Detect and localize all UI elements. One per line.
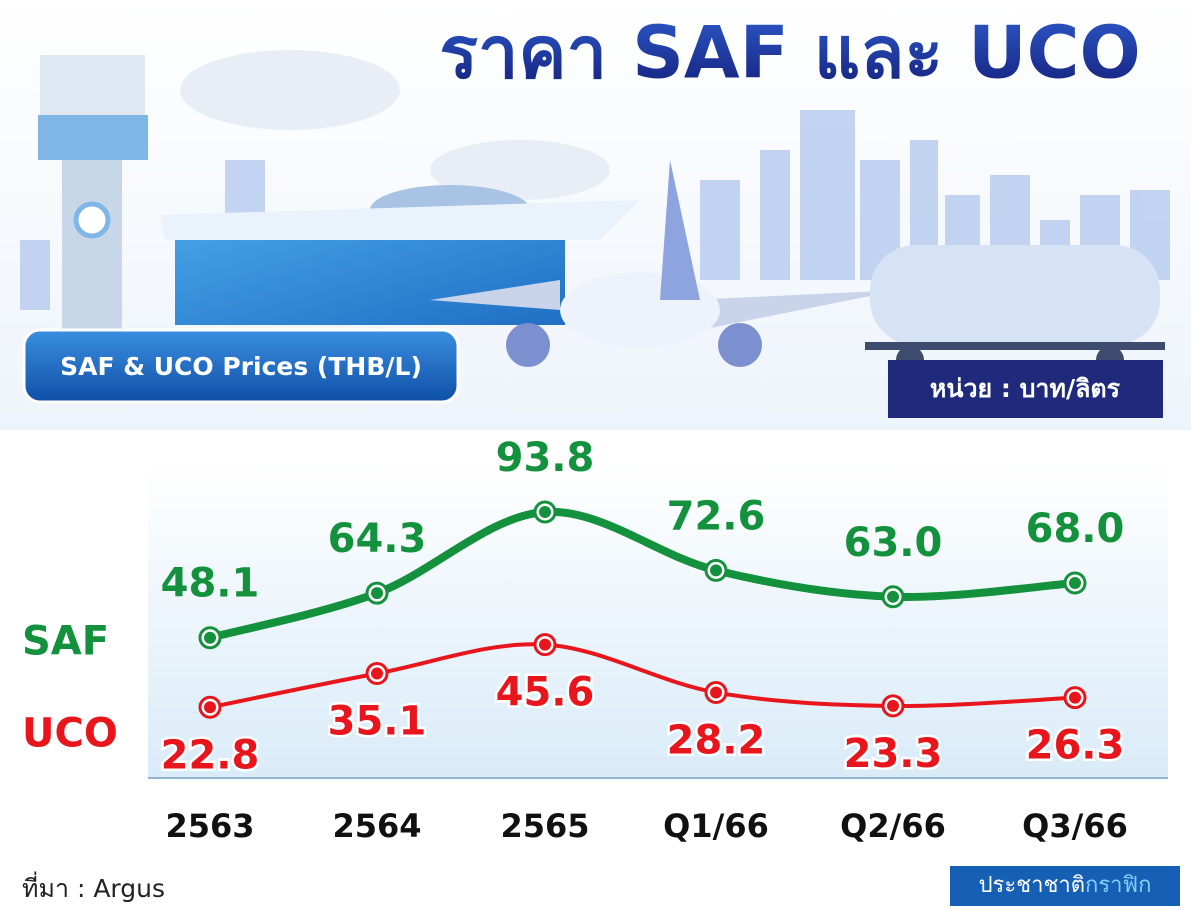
x-tick-label: Q2/66 (840, 807, 946, 845)
data-point-core (1069, 577, 1081, 589)
series-line (209, 642, 1076, 710)
data-label: 64.3 (328, 516, 427, 562)
credit: ประชาชาติกราฟิก (979, 873, 1152, 898)
x-tick-label: Q3/66 (1022, 807, 1128, 845)
data-label: 68.0 (1026, 506, 1125, 552)
chart-title: ราคา SAF และ UCO (439, 11, 1140, 95)
data-label: 22.8 (161, 732, 260, 778)
data-label: 35.1 (328, 698, 427, 744)
data-point-core (887, 699, 899, 712)
series-line (208, 507, 1076, 642)
data-point-core (1069, 691, 1081, 704)
x-tick-label: 2565 (500, 807, 589, 845)
x-tick-label: Q1/66 (663, 807, 769, 845)
data-label: 45.6 (496, 670, 595, 716)
source: ที่มา : Argus (22, 871, 165, 903)
data-point-core (887, 590, 899, 603)
credit-box (950, 866, 1180, 906)
data-label: 26.3 (1026, 723, 1125, 769)
x-tick-label: 2564 (332, 807, 421, 845)
data-label: 72.6 (667, 493, 766, 539)
data-label: 93.8 (496, 435, 595, 481)
plot: 2563 2564 2565 Q1/66 Q2/66 Q3/66 SAF 48.1 64.3 93… (22, 435, 1128, 845)
plot-area (148, 465, 1168, 778)
subtitle-box (22, 328, 460, 404)
data-point-core (371, 587, 383, 600)
data-point-core (710, 564, 722, 577)
unit-box (888, 360, 1163, 418)
data-point-core (539, 638, 551, 651)
unit-note: หน่วย : บาท/ลิตร (930, 374, 1121, 403)
data-point-core (539, 506, 551, 519)
data-point-core (710, 686, 722, 699)
subtitle: SAF & UCO Prices (THB/L) (60, 352, 422, 381)
series-label: SAF (22, 619, 109, 665)
credit-part: ประชาชาติ (979, 873, 1085, 898)
data-label: 28.2 (667, 717, 766, 763)
data-point-core (204, 701, 216, 714)
data-label: 63.0 (844, 520, 943, 566)
credit-part: กราฟิก (1085, 873, 1151, 898)
x-tick-label: 2563 (165, 807, 254, 845)
series-label: UCO (22, 710, 118, 756)
data-point-core (204, 631, 216, 644)
data-label: 23.3 (844, 731, 943, 777)
data-label: 48.1 (161, 561, 260, 607)
data-point-core (371, 667, 383, 680)
